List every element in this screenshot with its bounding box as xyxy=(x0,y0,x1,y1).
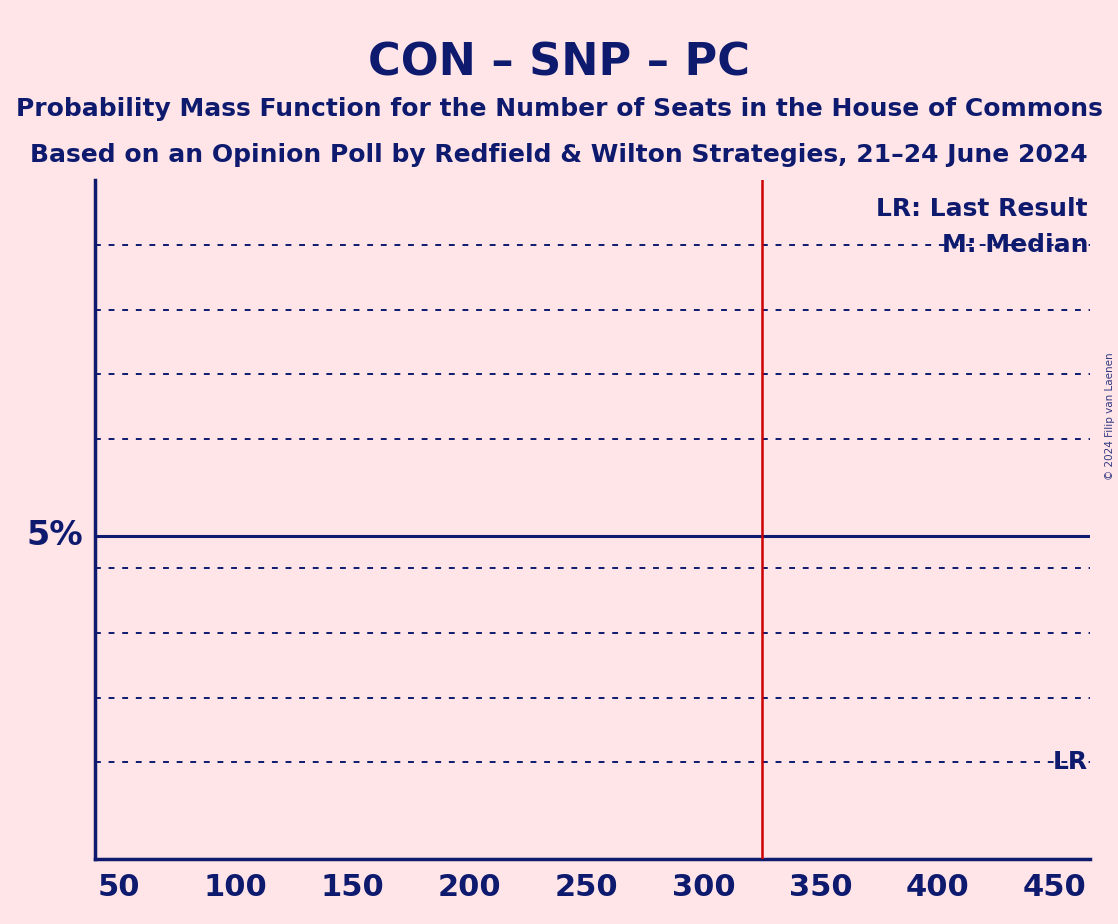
Text: Probability Mass Function for the Number of Seats in the House of Commons: Probability Mass Function for the Number… xyxy=(16,97,1102,121)
Text: Based on an Opinion Poll by Redfield & Wilton Strategies, 21–24 June 2024: Based on an Opinion Poll by Redfield & W… xyxy=(30,143,1088,167)
Text: M: Median: M: Median xyxy=(941,233,1088,257)
Text: LR: Last Result: LR: Last Result xyxy=(877,197,1088,221)
Text: LR: LR xyxy=(1053,750,1088,774)
Text: © 2024 Filip van Laenen: © 2024 Filip van Laenen xyxy=(1106,352,1115,480)
Text: 5%: 5% xyxy=(27,519,83,553)
Text: CON – SNP – PC: CON – SNP – PC xyxy=(368,42,750,85)
